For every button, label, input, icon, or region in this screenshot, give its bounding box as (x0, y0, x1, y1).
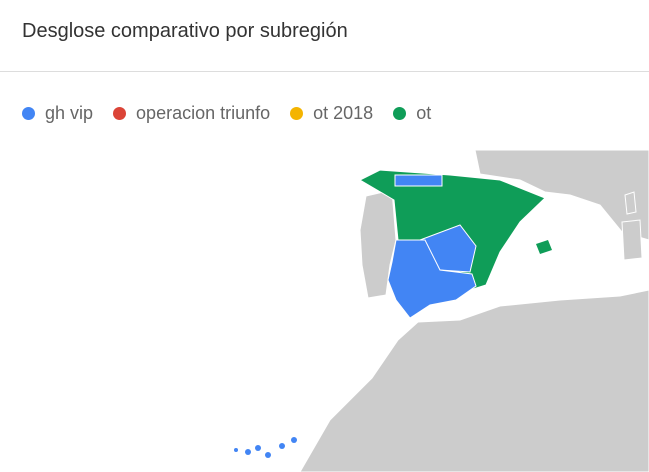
legend-dot (113, 107, 127, 120)
region-ot (536, 240, 552, 254)
map (234, 149, 649, 472)
france (474, 149, 649, 241)
legend-dot (290, 107, 304, 120)
legend-label: ot 2018 (313, 103, 374, 123)
region-gh-vip (387, 239, 477, 319)
portugal (359, 189, 397, 299)
africa (299, 289, 649, 472)
legend-label: ot (416, 103, 432, 123)
legend-dot (22, 107, 35, 120)
legend-item[interactable]: gh vip (22, 103, 93, 124)
legend-item[interactable]: ot (393, 103, 431, 124)
sardinia (621, 219, 643, 261)
legend-label: operacion triunfo (136, 103, 271, 123)
divider (0, 71, 649, 72)
legend-item[interactable]: ot 2018 (290, 103, 373, 124)
legend-item[interactable]: operacion triunfo (113, 103, 270, 124)
region-gh-vip (394, 174, 443, 187)
legend-label: gh vip (45, 103, 94, 123)
legend-dot (393, 107, 407, 120)
canary-islands (234, 437, 297, 458)
legend: gh vip operacion triunfo ot 2018 ot (22, 103, 431, 124)
corsica (624, 191, 637, 215)
widget-title: Desglose comparativo por subregión (22, 20, 348, 42)
